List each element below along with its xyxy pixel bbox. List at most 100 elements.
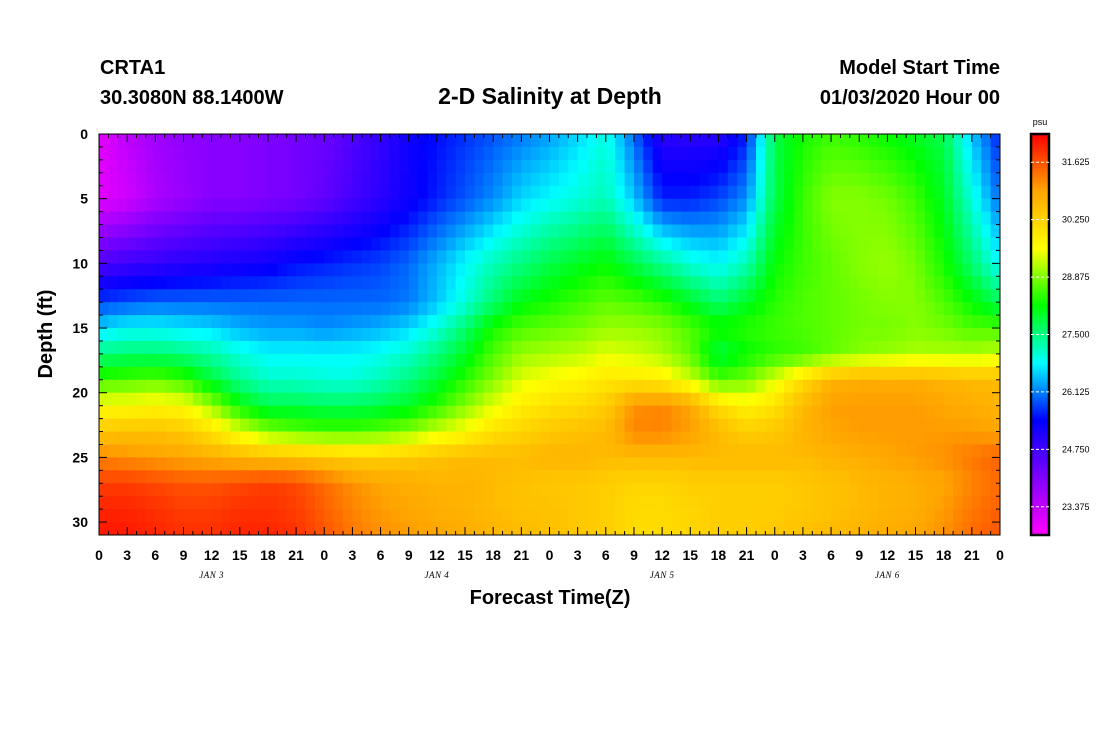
heatmap-cell <box>793 198 804 213</box>
heatmap-cell <box>389 509 400 523</box>
heatmap-cell <box>296 185 307 200</box>
heatmap-cell <box>305 496 316 510</box>
heatmap-cell <box>267 509 278 523</box>
heatmap-cell <box>887 496 898 510</box>
heatmap-cell <box>127 237 138 252</box>
heatmap-cell <box>821 366 832 381</box>
heatmap-cell <box>793 237 804 252</box>
colorbar-segment <box>1031 234 1049 237</box>
heatmap-cell <box>418 509 429 523</box>
heatmap-cell <box>596 289 607 303</box>
heatmap-cell <box>343 237 354 252</box>
heatmap-cell <box>662 211 673 226</box>
heatmap-cell <box>990 522 1000 535</box>
heatmap-cell <box>558 470 569 484</box>
heatmap-cell <box>633 379 644 394</box>
heatmap-cell <box>136 405 147 420</box>
heatmap-cell <box>924 302 935 316</box>
heatmap-cell <box>877 134 888 148</box>
heatmap-cell <box>155 431 166 446</box>
heatmap-cell <box>117 444 128 458</box>
heatmap-cell <box>934 159 945 174</box>
heatmap-cell <box>502 276 513 290</box>
heatmap-cell <box>277 509 288 523</box>
heatmap-cell <box>399 366 410 381</box>
heatmap-cell <box>831 509 842 523</box>
heatmap-cell <box>521 379 532 394</box>
heatmap-cell <box>249 289 260 303</box>
heatmap-cell <box>258 340 269 355</box>
heatmap-cell <box>943 146 954 161</box>
heatmap-cell <box>727 496 738 510</box>
heatmap-cell <box>615 522 626 535</box>
heatmap-cell <box>605 263 616 277</box>
heatmap-cell <box>380 250 391 264</box>
heatmap-cell <box>474 353 485 368</box>
heatmap-cell <box>577 263 588 277</box>
heatmap-cell <box>286 496 297 510</box>
heatmap-cell <box>427 302 438 316</box>
heatmap-cell <box>587 496 598 510</box>
heatmap-cell <box>333 172 344 187</box>
colorbar-segment <box>1031 422 1049 426</box>
heatmap-cell <box>192 263 203 277</box>
heatmap-cell <box>164 250 175 264</box>
heatmap-cell <box>540 302 551 316</box>
heatmap-cell <box>568 237 579 252</box>
heatmap-cell <box>502 340 513 355</box>
heatmap-cell <box>981 237 992 252</box>
heatmap-cell <box>511 250 522 264</box>
colorbar-segment <box>1031 484 1049 488</box>
heatmap-cell <box>371 315 382 329</box>
heatmap-cell <box>333 405 344 420</box>
heatmap-cell <box>399 159 410 174</box>
heatmap-cell <box>108 496 119 510</box>
heatmap-cell <box>502 224 513 239</box>
colorbar-segment <box>1031 238 1049 241</box>
heatmap-cell <box>99 276 109 290</box>
heatmap-cell <box>286 289 297 303</box>
heatmap-cell <box>502 315 513 329</box>
heatmap-cell <box>399 172 410 187</box>
heatmap-cell <box>408 418 419 433</box>
heatmap-cell <box>361 211 372 226</box>
heatmap-cell <box>868 237 879 252</box>
heatmap-cell <box>953 418 964 433</box>
heatmap-cell <box>680 185 691 200</box>
heatmap-cell <box>258 146 269 161</box>
day-label: JAN 5 <box>650 570 675 580</box>
heatmap-cell <box>164 483 175 497</box>
x-tick-label: 6 <box>151 547 159 563</box>
heatmap-cell <box>211 237 222 252</box>
heatmap-cell <box>192 146 203 161</box>
heatmap-cell <box>633 496 644 510</box>
heatmap-cell <box>727 392 738 407</box>
heatmap-cell <box>324 211 335 226</box>
heatmap-cell <box>596 134 607 148</box>
heatmap-cell <box>211 302 222 316</box>
heatmap-cell <box>239 146 250 161</box>
heatmap-cell <box>821 302 832 316</box>
heatmap-cell <box>249 470 260 484</box>
heatmap-cell <box>981 250 992 264</box>
heatmap-cell <box>849 522 860 535</box>
heatmap-cell <box>324 198 335 213</box>
heatmap-cell <box>971 159 982 174</box>
heatmap-cell <box>333 263 344 277</box>
heatmap-cell <box>699 431 710 446</box>
heatmap-cell <box>596 509 607 523</box>
heatmap-cell <box>587 522 598 535</box>
heatmap-cell <box>755 483 766 497</box>
heatmap-cell <box>389 457 400 471</box>
heatmap-cell <box>511 340 522 355</box>
heatmap-cell <box>155 159 166 174</box>
heatmap-cell <box>671 198 682 213</box>
heatmap-cell <box>746 353 757 368</box>
heatmap-cell <box>465 211 476 226</box>
heatmap-cell <box>286 250 297 264</box>
heatmap-cell <box>699 185 710 200</box>
heatmap-cell <box>183 457 194 471</box>
heatmap-cell <box>343 353 354 368</box>
heatmap-cell <box>361 379 372 394</box>
heatmap-cell <box>812 444 823 458</box>
